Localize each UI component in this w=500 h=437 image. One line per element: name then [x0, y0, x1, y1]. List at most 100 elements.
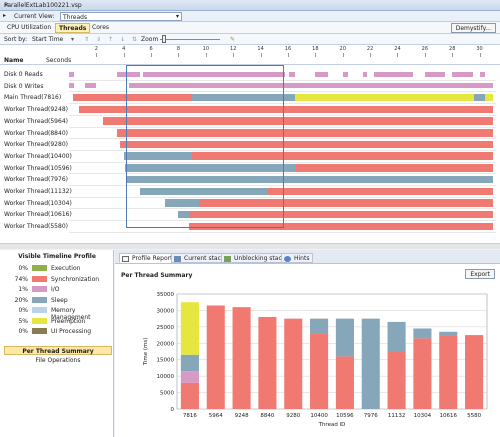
tab-cores[interactable]: Cores [92, 24, 110, 31]
timeline-segment[interactable] [424, 71, 446, 77]
legend-name: UI Processing [51, 328, 92, 335]
report-tabs: Profile Report Current stack Unblocking … [115, 250, 500, 264]
thread-row-label[interactable]: Worker Thread(10596) [4, 164, 72, 172]
sort-descending-icon[interactable]: ⇅ [132, 36, 138, 43]
timeline-segment[interactable] [289, 71, 295, 77]
y-tick-label: 0 [171, 407, 175, 413]
legend-item: 74% Synchronization [6, 275, 112, 284]
demystify-button[interactable]: Demystify... [450, 23, 496, 33]
timeline-segment[interactable] [164, 199, 199, 207]
current-view-select[interactable]: Threads ▾ [60, 12, 182, 21]
legend-percent: 0% [18, 307, 28, 314]
time-tick-label: 26 [421, 46, 429, 52]
timeline-segment[interactable] [78, 105, 494, 114]
x-tick-label: 9280 [286, 413, 300, 419]
thread-row-label[interactable]: Worker Thread(10304) [4, 199, 72, 207]
thread-row-label[interactable]: Worker Thread(9248) [4, 106, 68, 114]
timeline-segment[interactable] [129, 83, 494, 89]
timeline-segment[interactable] [192, 152, 494, 160]
timeline-segment[interactable] [103, 117, 494, 125]
thread-row-label[interactable]: Disk 0 Writes [4, 82, 44, 90]
tab-profile-report[interactable]: Profile Report [119, 253, 177, 263]
timeline-segment[interactable] [116, 129, 494, 137]
timeline-segment[interactable] [126, 175, 494, 184]
promote-icon[interactable]: ↑ [108, 36, 114, 43]
sort-select-chevron-icon[interactable]: ▾ [71, 36, 75, 43]
export-button[interactable]: Export [465, 269, 495, 279]
seconds-column-header: Seconds [46, 57, 72, 64]
timeline-segment[interactable] [474, 93, 486, 102]
row-divider [69, 231, 496, 233]
timeline-segment[interactable] [140, 187, 268, 195]
thread-row-label[interactable]: Worker Thread(5580) [4, 223, 68, 231]
time-tick-mark [233, 53, 235, 57]
file-operations-link[interactable]: File Operations [35, 357, 81, 364]
move-up-icon[interactable]: ⇑ [84, 36, 90, 43]
chevron-down-icon: ▾ [175, 13, 179, 20]
thread-row-label[interactable]: Worker Thread(11132) [4, 188, 72, 195]
timeline-segment[interactable] [342, 71, 349, 77]
timeline-segment[interactable] [189, 210, 494, 219]
demote-icon[interactable]: ↓ [120, 36, 126, 43]
timeline-segment[interactable] [479, 71, 486, 77]
view-arrow-icon[interactable]: ▸ [3, 12, 7, 19]
per-thread-summary-link[interactable]: Per Thread Summary [4, 346, 112, 355]
toolbar: Sort by: Start Time ▾ ⇑ ⇓ ↑ ↓ ⇅ Zoom ✎ [0, 34, 500, 45]
timeline-segment[interactable] [69, 83, 75, 89]
tab-threads[interactable]: Threads [55, 23, 91, 33]
timeline-segment[interactable] [142, 71, 286, 77]
tab-hints[interactable]: Hints [281, 253, 314, 263]
thread-row-label[interactable]: Worker Thread(9280) [4, 141, 68, 149]
timeline-segment[interactable] [294, 93, 475, 102]
time-tick-mark [287, 53, 289, 57]
timeline-segment[interactable] [178, 210, 190, 219]
y-tick-label: 30000 [157, 308, 175, 314]
time-tick-label: 16 [284, 46, 292, 52]
timeline-segment[interactable] [123, 152, 193, 160]
timeline-segment[interactable] [192, 93, 295, 102]
thread-row-label[interactable]: Disk 0 Reads [4, 71, 43, 78]
timeline-segment[interactable] [199, 199, 494, 207]
thread-row-label[interactable]: Worker Thread(5964) [4, 117, 68, 125]
timeline-segment[interactable] [116, 71, 141, 77]
timeline-segment[interactable] [485, 93, 494, 102]
thread-row-label[interactable]: Worker Thread(8840) [4, 129, 68, 137]
sort-by-select[interactable]: Start Time [32, 36, 64, 43]
timeline-segment[interactable] [452, 71, 473, 77]
timeline-segment[interactable] [374, 71, 413, 77]
timeline-segment[interactable] [363, 71, 368, 77]
timeline-segment[interactable] [85, 83, 97, 89]
time-tick-label: 10 [202, 46, 210, 52]
thread-row-label[interactable]: Main Thread(7816) [4, 94, 62, 102]
timeline-segment[interactable] [73, 93, 193, 102]
legend-swatch [32, 296, 47, 303]
thread-row-label[interactable]: Worker Thread(7976) [4, 176, 68, 184]
timeline-segment[interactable] [267, 187, 494, 195]
thread-row-label[interactable]: Worker Thread(10616) [4, 211, 72, 219]
timeline-segment[interactable] [125, 164, 295, 172]
name-column-header: Name [4, 57, 24, 64]
move-down-icon[interactable]: ⇓ [96, 36, 102, 43]
tab-cpu-utilization[interactable]: CPU Utilization [7, 24, 52, 31]
timeline-lanes[interactable] [69, 65, 496, 243]
zoom-slider-thumb[interactable] [162, 35, 166, 43]
tab-current-stack[interactable]: Current stack [171, 253, 229, 263]
x-tick-label: 10304 [414, 413, 432, 419]
thread-row-label[interactable]: Worker Thread(10400) [4, 152, 72, 160]
tab-unblocking-stack[interactable]: Unblocking stack [221, 253, 290, 263]
timeline-scrollbar[interactable] [0, 243, 500, 249]
timeline-segment[interactable] [119, 140, 494, 149]
time-selection[interactable] [126, 65, 284, 228]
bar-segment-synchronization [413, 338, 432, 409]
legend-swatch [32, 317, 47, 324]
row-divider [69, 173, 496, 175]
close-icon[interactable]: ✕ [4, 2, 10, 9]
time-tick-mark [479, 53, 481, 57]
bar-segment-synchronization [439, 335, 458, 409]
pencil-icon[interactable]: ✎ [230, 36, 236, 43]
timeline-segment[interactable] [294, 164, 494, 172]
timeline-segment[interactable] [189, 222, 494, 231]
timeline-segment[interactable] [315, 71, 328, 77]
timeline-segment[interactable] [69, 71, 75, 77]
zoom-slider-track[interactable] [160, 39, 220, 40]
